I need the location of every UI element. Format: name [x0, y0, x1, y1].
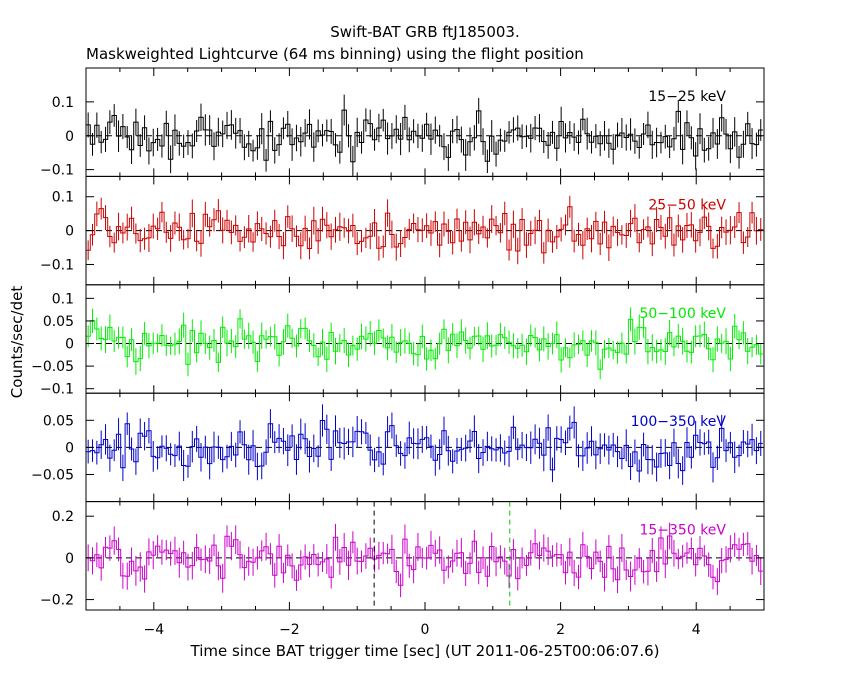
lightcurve-step [86, 109, 763, 163]
panel-band-label: 100−350 keV [631, 414, 727, 430]
panel-band-label: 15−350 keV [639, 523, 726, 539]
x-tick-label: 2 [556, 622, 565, 638]
panel-band-label: 50−100 keV [639, 306, 726, 322]
x-axis-label: Time since BAT trigger time [sec] (UT 20… [190, 642, 660, 660]
panel-plot-area [86, 501, 764, 610]
panel-plot-area [86, 195, 764, 265]
y-tick-label: −0.2 [40, 593, 74, 609]
x-tick-label: 0 [421, 622, 430, 638]
y-tick-label: −0.1 [40, 382, 74, 398]
y-tick-label: 0 [65, 551, 74, 567]
y-tick-label: 0.05 [43, 314, 74, 330]
panel-band-label: 15−25 keV [648, 89, 726, 105]
lightcurve-step [86, 206, 763, 254]
panel-plot-area [86, 404, 764, 485]
y-tick-label: 0.1 [52, 95, 74, 111]
y-tick-label: −0.05 [31, 468, 74, 484]
panel-5: −0.2 0 0.2 15−350 keV [40, 501, 765, 611]
panels-group: −0.100.1 15−25 keV−0.100.1 25−50 keV−0.1−0… [31, 67, 765, 638]
y-tick-label: −0.1 [40, 163, 74, 179]
panel-plot-area [86, 94, 764, 177]
y-tick-label: 0.2 [52, 509, 74, 525]
x-tick-label: 4 [692, 622, 701, 638]
x-tick-label: −2 [279, 622, 300, 638]
panel-2: −0.1 0 0.1 25−50 keV [40, 175, 765, 286]
lightcurve-step [86, 420, 763, 472]
panel-3: −0.1 −0.05 0 0.05 0.1 50−100 keV [31, 284, 765, 398]
lightcurve-step [86, 318, 763, 370]
x-tick-label: −4 [143, 622, 164, 638]
y-tick-label: 0 [65, 337, 74, 353]
y-tick-label: 0 [65, 129, 74, 145]
panel-frame [85, 67, 765, 177]
figure-subtitle: Maskweighted Lightcurve (64 ms binning) … [86, 45, 584, 63]
figure-title: Swift-BAT GRB ftJ185003. [330, 23, 520, 41]
y-tick-label: −0.1 [40, 257, 74, 273]
y-tick-label: 0 [65, 440, 74, 456]
y-tick-label: −0.05 [31, 359, 74, 375]
panel-band-label: 25−50 keV [648, 197, 726, 213]
panel-plot-area [86, 307, 764, 380]
lightcurve-step [86, 535, 763, 586]
y-tick-label: 0.1 [52, 190, 74, 206]
y-axis-label: Counts/sec/det [8, 286, 26, 399]
panel-4: −0.05 0 0.05 100−350 keV [31, 392, 765, 503]
y-tick-label: 0 [65, 224, 74, 240]
panel-1: −0.1 0 0.1 15−25 keV [40, 67, 765, 179]
y-tick-label: 0.1 [52, 291, 74, 307]
y-tick-label: 0.05 [43, 413, 74, 429]
